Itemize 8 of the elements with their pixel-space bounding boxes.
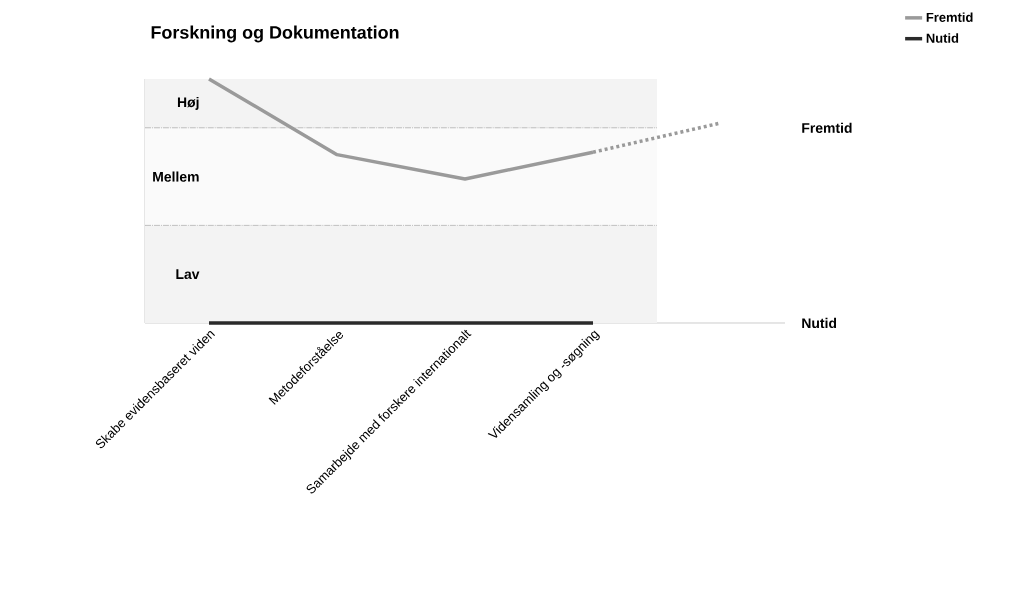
legend-label: Nutid (926, 33, 959, 43)
legend-label: Fremtid (926, 12, 973, 22)
text: Fremtid (802, 122, 852, 133)
band-label: Høj (177, 96, 199, 110)
band-label: Lav (176, 269, 200, 280)
band-label: Mellem (153, 171, 199, 182)
chart-title: Forskning og Dokumentation (151, 25, 399, 43)
text: Nutid (802, 317, 837, 329)
